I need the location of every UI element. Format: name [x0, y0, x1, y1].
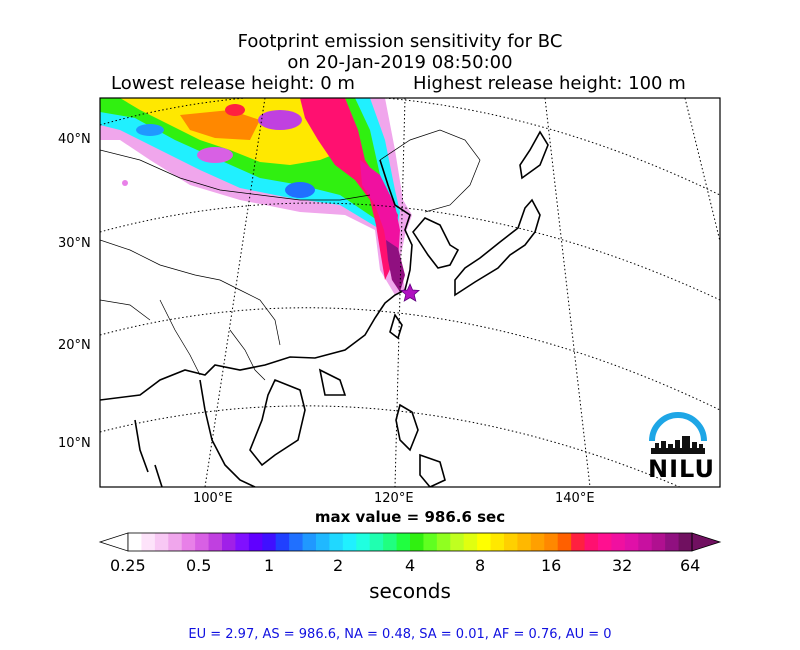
colorbar-swatch	[611, 533, 626, 551]
colorbar-swatch	[168, 533, 183, 551]
colorbar-swatch	[624, 533, 639, 551]
colorbar-swatch	[222, 533, 236, 551]
colorbar-swatch	[638, 533, 653, 551]
lon-label-120e: 120°E	[374, 491, 414, 506]
colorbar-swatch	[248, 533, 263, 551]
colorbar-swatch	[128, 533, 142, 551]
colorbar-swatch	[450, 533, 465, 551]
colorbar-tick: 1	[264, 556, 275, 575]
lon-label-140e: 140°E	[555, 491, 595, 506]
colorbar-swatch	[436, 533, 451, 551]
lat-label-30n: 30°N	[58, 236, 91, 251]
colorbar-swatch	[490, 533, 505, 551]
colorbar-swatch	[410, 533, 424, 551]
colorbar-swatch	[678, 533, 693, 551]
colorbar-swatch	[262, 533, 277, 551]
colorbar-swatch	[557, 533, 572, 551]
lon-label-100e: 100°E	[193, 491, 233, 506]
colorbar-label: seconds	[369, 579, 451, 603]
colorbar	[98, 532, 722, 552]
colorbar-swatch	[289, 533, 304, 551]
colorbar-swatch	[195, 533, 210, 551]
lowest-release-height: Lowest release height: 0 m	[111, 73, 355, 94]
country-borders	[100, 129, 481, 381]
colorbar-swatch	[665, 533, 680, 551]
colorbar-swatch	[651, 533, 666, 551]
colorbar-swatch	[208, 533, 223, 551]
colorbar-swatch	[396, 533, 411, 551]
colorbar-swatch	[544, 533, 559, 551]
colorbar-tick: 4	[405, 556, 416, 575]
colorbar-swatch	[423, 533, 438, 551]
colorbar-tick: 32	[612, 556, 633, 575]
colorbar-tick: 16	[541, 556, 562, 575]
colorbar-swatch	[275, 533, 290, 551]
coastlines	[100, 130, 549, 487]
lat-label-10n: 10°N	[58, 436, 91, 451]
colorbar-swatch	[154, 533, 169, 551]
colorbar-extend-high	[691, 532, 722, 552]
colorbar-swatch	[316, 533, 330, 551]
colorbar-swatch	[329, 533, 344, 551]
colorbar-swatch	[463, 533, 478, 551]
highest-release-height: Highest release height: 100 m	[413, 73, 686, 94]
colorbar-swatch	[302, 533, 317, 551]
colorbar-swatch	[584, 533, 599, 551]
colorbar-swatch	[517, 533, 532, 551]
sensitivity-plume	[100, 98, 412, 295]
plot-title-line-2: on 20-Jan-2019 08:50:00	[287, 52, 513, 73]
nilu-logo	[649, 412, 707, 454]
release-location-star-icon	[400, 282, 420, 302]
region-summary: EU = 2.97, AS = 986.6, NA = 0.48, SA = 0…	[188, 627, 612, 642]
colorbar-tick: 64	[680, 556, 701, 575]
nilu-logo-text: NILU	[648, 455, 715, 483]
map-frame	[99, 97, 721, 488]
colorbar-swatch	[181, 533, 196, 551]
plot-title-line-1: Footprint emission sensitivity for BC	[237, 31, 563, 52]
colorbar-swatch	[598, 533, 612, 551]
colorbar-swatch	[342, 533, 357, 551]
colorbar-tick: 2	[333, 556, 344, 575]
colorbar-tick: 0.5	[186, 556, 212, 575]
colorbar-swatch	[504, 533, 518, 551]
colorbar-extend-low	[98, 532, 129, 552]
lat-label-40n: 40°N	[58, 132, 91, 147]
colorbar-tick: 8	[475, 556, 486, 575]
colorbar-swatch	[235, 533, 250, 551]
colorbar-swatch	[383, 533, 398, 551]
lat-label-20n: 20°N	[58, 338, 91, 353]
colorbar-swatch	[571, 533, 586, 551]
colorbar-swatch	[530, 533, 545, 551]
colorbar-swatch	[356, 533, 371, 551]
colorbar-swatch	[369, 533, 384, 551]
max-value: max value = 986.6 sec	[314, 508, 506, 526]
colorbar-tick: 0.25	[110, 556, 146, 575]
colorbar-swatch	[141, 533, 156, 551]
colorbar-swatch	[477, 533, 492, 551]
colorbar-frame	[127, 532, 693, 552]
